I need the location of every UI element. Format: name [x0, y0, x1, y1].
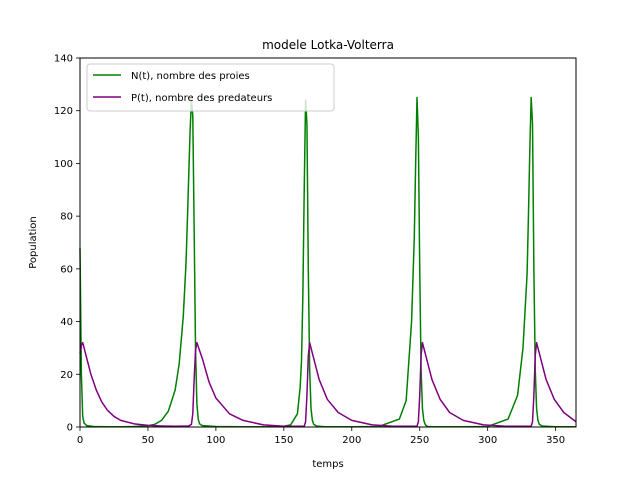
- y-axis: 0 20 40 60 80 100 120 140: [54, 54, 80, 434]
- y-tick-label: 40: [60, 317, 73, 328]
- y-tick-label: 120: [54, 106, 73, 117]
- legend-label-prey: N(t), nombre des proies: [131, 71, 250, 82]
- x-tick-label: 100: [206, 435, 225, 446]
- chart-title: modele Lotka-Volterra: [262, 38, 394, 52]
- y-tick-label: 0: [67, 423, 73, 434]
- y-tick-label: 100: [54, 159, 73, 170]
- legend-label-predator: P(t), nombre des predateurs: [131, 93, 272, 104]
- x-tick-label: 0: [77, 435, 83, 446]
- y-axis-title: Population: [28, 216, 39, 269]
- x-tick-label: 300: [478, 435, 497, 446]
- y-tick-label: 60: [60, 264, 73, 275]
- series-line-1: [79, 341, 577, 427]
- plot-frame: [79, 57, 577, 428]
- series-layer: [79, 96, 577, 428]
- x-tick-label: 50: [142, 435, 155, 446]
- x-tick-label: 350: [546, 435, 565, 446]
- plot-area: [80, 58, 576, 427]
- x-tick-label: 250: [410, 435, 429, 446]
- y-tick-label: 80: [60, 212, 73, 223]
- x-tick-label: 150: [274, 435, 293, 446]
- x-axis-title: temps: [312, 459, 343, 470]
- series-line-0: [79, 96, 576, 428]
- x-tick-label: 200: [342, 435, 361, 446]
- legend-box: [86, 63, 335, 112]
- x-axis: 0 50 100 150 200 250 300 350: [77, 427, 565, 446]
- legend: N(t), nombre des proies P(t), nombre des…: [86, 63, 335, 112]
- y-tick-label: 140: [54, 54, 73, 65]
- y-tick-label: 20: [60, 370, 73, 381]
